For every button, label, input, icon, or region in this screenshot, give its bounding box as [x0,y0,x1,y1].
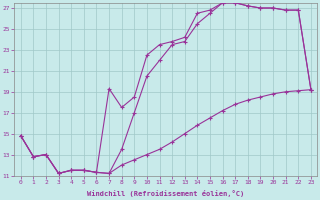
X-axis label: Windchill (Refroidissement éolien,°C): Windchill (Refroidissement éolien,°C) [87,190,244,197]
